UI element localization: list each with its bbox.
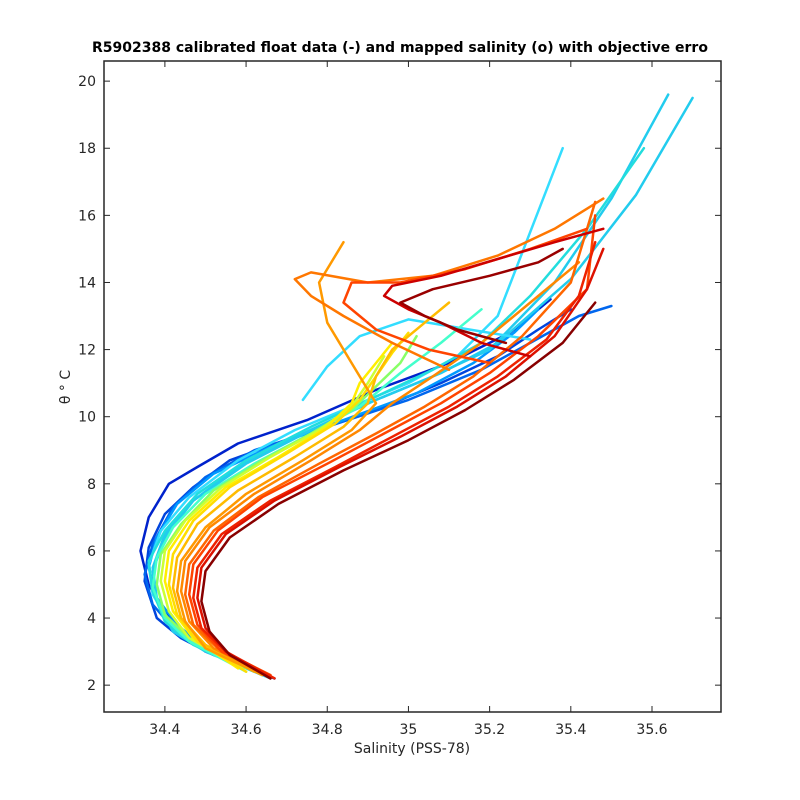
profile-line-20 [187,214,597,677]
profile-line-26 [200,301,597,680]
y-tick-label: 4 [87,611,96,627]
y-tick-label: 12 [78,343,96,359]
x-tick-label: 34.8 [312,722,343,738]
profile-line-6 [151,96,694,677]
profile-line-15 [171,301,451,673]
profile-line-16 [175,240,378,677]
x-tick-label: 35.2 [474,722,505,738]
profile-line-18 [293,197,605,371]
profile-line-23 [196,247,605,680]
x-tick-label: 35.4 [555,722,586,738]
profile-line-22 [192,240,597,680]
y-axis-label: θ ° C [58,370,74,404]
y-tick-label: 18 [78,141,96,157]
x-tick-label: 35 [400,722,418,738]
profile-line-8 [301,318,532,402]
plot-frame [103,60,722,713]
profile-line-10 [151,308,483,673]
x-axis-label: Salinity (PSS-78) [354,741,470,757]
series-layer [139,93,694,680]
chart-title: R5902388 calibrated float data (-) and m… [92,40,708,56]
x-tick-label: 35.6 [636,722,667,738]
profile-line-9 [147,146,646,673]
y-tick-label: 8 [87,477,96,493]
y-axis: 2 4 6 8 10 12 14 16 18 20 [78,74,721,694]
y-tick-label: 16 [78,208,96,224]
y-tick-label: 20 [78,74,96,90]
profile-line-24 [382,227,605,358]
y-tick-label: 14 [78,275,96,291]
y-tick-label: 10 [78,410,96,426]
y-tick-label: 6 [87,544,96,560]
profile-line-17 [179,261,581,677]
profile-line-11 [155,334,418,670]
profile-line-12 [159,355,386,670]
profile-line-4 [147,308,540,677]
y-tick-label: 2 [87,678,96,694]
profile-line-19 [183,200,597,677]
profile-line-13 [163,341,394,670]
profile-line-25 [399,247,564,345]
x-tick-label: 34.4 [149,722,180,738]
x-tick-label: 34.6 [230,722,261,738]
x-axis: 34.4 34.6 34.8 35 35.2 35.4 35.6 [149,61,668,738]
